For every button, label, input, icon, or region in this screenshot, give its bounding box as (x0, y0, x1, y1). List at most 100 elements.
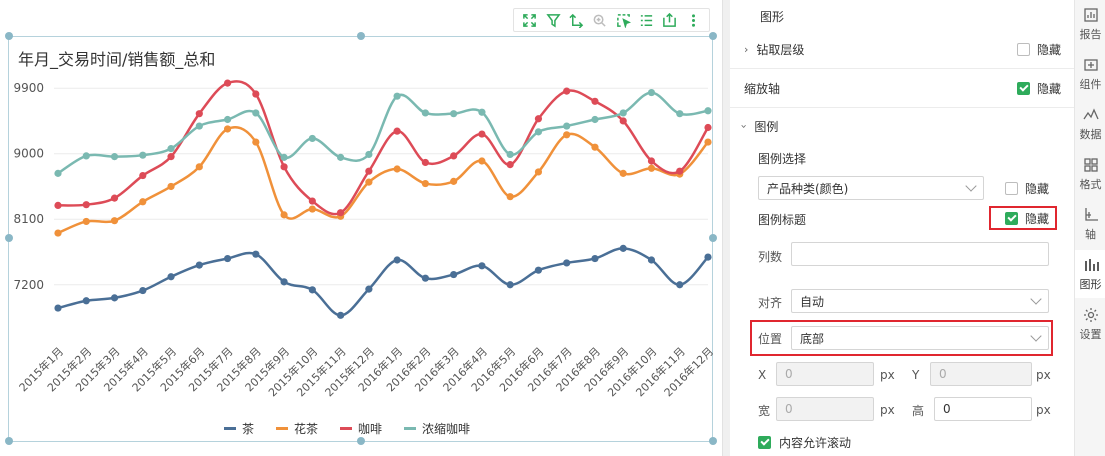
data-point[interactable] (54, 201, 62, 210)
legend-title-hide-checkbox[interactable] (1005, 211, 1018, 225)
panel-splitter[interactable] (722, 0, 730, 456)
drill-icon[interactable] (567, 11, 585, 29)
export-icon[interactable] (661, 11, 679, 29)
data-point[interactable] (478, 130, 486, 138)
data-point[interactable] (647, 88, 656, 97)
data-point[interactable] (252, 138, 260, 146)
data-point[interactable] (365, 167, 373, 175)
align-dropdown[interactable]: 自动 (791, 289, 1049, 313)
data-point[interactable] (421, 109, 429, 117)
resize-handle[interactable] (709, 32, 717, 40)
allow-scroll-checkbox[interactable] (758, 435, 771, 449)
data-point[interactable] (704, 107, 712, 115)
nav-item-settings[interactable]: 设置 (1075, 300, 1105, 348)
data-point[interactable] (563, 87, 571, 95)
data-point[interactable] (365, 285, 373, 293)
data-point[interactable] (619, 109, 627, 117)
data-point[interactable] (110, 153, 119, 161)
data-point[interactable] (591, 97, 599, 105)
data-point[interactable] (337, 311, 345, 319)
data-point[interactable] (82, 201, 90, 209)
data-point[interactable] (676, 167, 684, 175)
data-point[interactable] (195, 261, 203, 269)
data-point[interactable] (308, 134, 316, 143)
resize-handle[interactable] (357, 437, 365, 445)
resize-handle[interactable] (5, 234, 13, 242)
data-point[interactable] (704, 123, 712, 132)
data-point[interactable] (534, 168, 543, 176)
data-point[interactable] (54, 229, 62, 237)
resize-handle[interactable] (709, 437, 717, 445)
data-point[interactable] (676, 281, 684, 289)
data-point[interactable] (223, 115, 232, 124)
data-point[interactable] (393, 165, 401, 173)
data-point[interactable] (506, 193, 514, 201)
data-point[interactable] (308, 205, 316, 213)
data-point[interactable] (337, 153, 345, 161)
data-point[interactable] (647, 256, 656, 264)
data-point[interactable] (167, 273, 175, 281)
data-point[interactable] (280, 153, 288, 161)
data-point[interactable] (167, 153, 175, 161)
nav-item-data[interactable]: 数据 (1075, 100, 1105, 148)
data-point[interactable] (534, 128, 543, 136)
resize-handle[interactable] (5, 437, 13, 445)
data-point[interactable] (619, 169, 627, 177)
legend-section-header[interactable]: › 图例 (730, 115, 1074, 137)
resize-handle[interactable] (5, 32, 13, 40)
legend-item[interactable]: 花茶 (276, 420, 318, 437)
data-point[interactable] (252, 90, 260, 98)
data-point[interactable] (82, 297, 90, 305)
data-point[interactable] (534, 266, 543, 274)
zoom-icon[interactable] (591, 11, 609, 29)
data-point[interactable] (506, 161, 514, 169)
more-icon[interactable] (684, 11, 702, 29)
data-point[interactable] (252, 109, 260, 117)
data-point[interactable] (421, 274, 429, 282)
drill-row[interactable]: › 钻取层级 (730, 38, 1074, 60)
data-point[interactable] (647, 157, 656, 165)
data-point[interactable] (563, 131, 571, 139)
data-point[interactable] (393, 256, 401, 264)
height-input[interactable]: 0 (934, 397, 1032, 421)
data-point[interactable] (478, 262, 486, 270)
data-point[interactable] (54, 304, 62, 312)
columns-input[interactable] (791, 242, 1049, 266)
legend-item[interactable]: 浓缩咖啡 (404, 420, 470, 437)
data-point[interactable] (704, 253, 712, 261)
data-point[interactable] (195, 122, 203, 130)
data-point[interactable] (223, 125, 232, 133)
legend-select-hide-checkbox[interactable] (1005, 181, 1018, 195)
data-point[interactable] (280, 211, 288, 219)
data-point[interactable] (54, 169, 62, 177)
data-point[interactable] (534, 115, 543, 123)
resize-handle[interactable] (709, 234, 717, 242)
legend-item[interactable]: 茶 (224, 420, 254, 437)
data-point[interactable] (563, 259, 571, 267)
data-point[interactable] (421, 158, 429, 167)
filter-icon[interactable] (544, 11, 562, 29)
data-point[interactable] (563, 122, 571, 130)
data-point[interactable] (591, 115, 599, 124)
data-point[interactable] (195, 110, 203, 118)
nav-item-report[interactable]: 报告 (1075, 0, 1105, 48)
data-point[interactable] (82, 152, 90, 160)
data-point[interactable] (450, 270, 458, 279)
data-point[interactable] (478, 108, 486, 116)
list-icon[interactable] (638, 11, 656, 29)
zoom-fit-icon[interactable] (521, 11, 539, 29)
width-input[interactable]: 0 (776, 397, 874, 421)
drill-hide-checkbox[interactable] (1017, 42, 1030, 56)
data-point[interactable] (82, 217, 90, 226)
data-point[interactable] (619, 244, 627, 252)
data-point[interactable] (337, 209, 345, 217)
data-point[interactable] (478, 157, 486, 165)
data-point[interactable] (365, 150, 373, 159)
data-point[interactable] (591, 143, 599, 151)
data-point[interactable] (365, 178, 373, 186)
y-input[interactable]: 0 (930, 362, 1032, 386)
data-point[interactable] (223, 254, 232, 263)
data-point[interactable] (139, 198, 147, 206)
data-point[interactable] (139, 171, 147, 180)
nav-item-chart[interactable]: 图形 (1075, 250, 1105, 298)
